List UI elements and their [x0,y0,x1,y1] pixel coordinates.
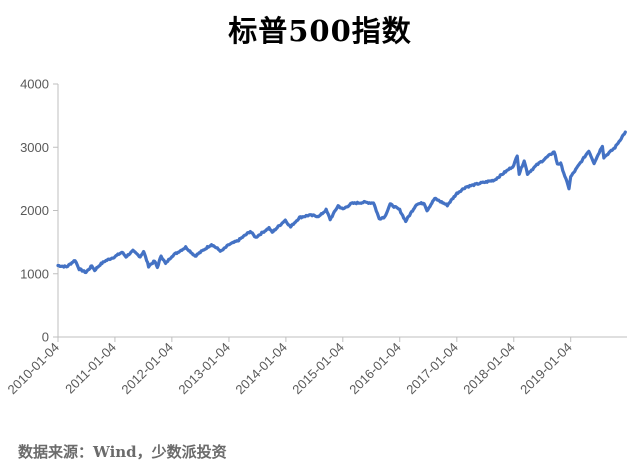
x-tick-label: 2016-01-04 [346,340,404,398]
x-tick-label: 2019-01-04 [517,340,575,398]
series-line [56,130,627,275]
x-tick-label: 2012-01-04 [118,340,176,398]
y-tick-label: 1000 [20,266,49,281]
x-tick-label: 2011-01-04 [62,340,119,397]
plot-area [56,130,627,275]
y-axis: 0 1000 2000 3000 4000 [20,77,59,345]
y-tick-label: 3000 [20,140,49,155]
x-axis: 2010-01-04 2011-01-04 2012-01-04 2013-01-04… [4,336,627,398]
x-tick-label: 2018-01-04 [460,340,518,398]
y-tick-label: 0 [42,330,49,345]
x-tick-label: 2010-01-04 [4,340,62,398]
source-note: 数据来源：Wind，少数派投资 [18,443,227,461]
chart-title: 标普500指数 [228,14,412,48]
x-tick-label: 2015-01-04 [289,340,347,398]
x-tick-label: 2014-01-04 [232,340,290,398]
x-tick-label: 2017-01-04 [403,340,461,398]
y-tick-label: 2000 [20,203,49,218]
y-tick-label: 4000 [20,77,49,92]
x-tick-label: 2013-01-04 [175,340,233,398]
